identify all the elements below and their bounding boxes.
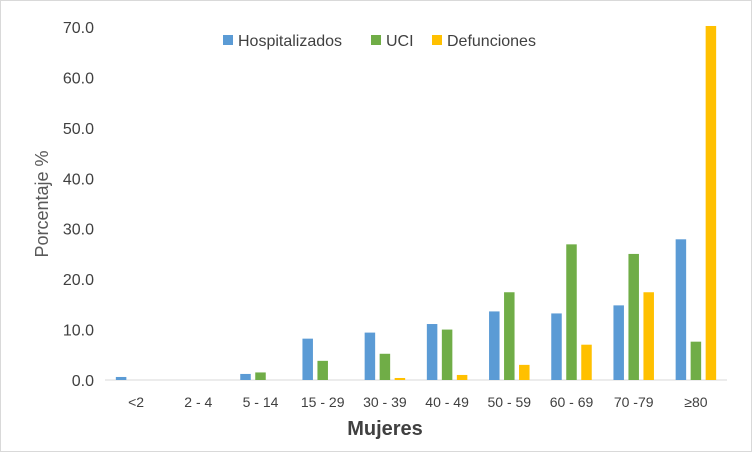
bar-defunciones-4 [394,377,406,380]
y-tick-label: 20.0 [63,272,94,289]
x-tick-label: 2 - 4 [184,394,212,410]
bar-defunciones-5 [456,374,468,380]
bar-defunciones-7 [581,344,592,380]
y-tick-label: 60.0 [63,70,94,87]
bar-defunciones-6 [519,364,530,380]
bar-hospitalizados-9 [675,239,687,380]
x-tick-label: 30 - 39 [363,394,407,410]
y-tick-label: 70.0 [63,20,94,37]
y-tick-label: 50.0 [63,121,94,138]
y-tick-label: 40.0 [63,171,94,188]
x-tick-label: <2 [128,394,144,410]
bar-uci-2 [255,372,266,380]
y-axis-title: Porcentaje % [32,150,52,257]
bars [115,25,717,381]
bar-uci-4 [379,353,391,380]
y-axis-ticks: 0.0 10.0 20.0 30.0 40.0 50.0 60.0 70.0 [63,20,94,390]
bar-uci-6 [504,292,515,380]
bar-hospitalizados-4 [364,332,376,380]
x-tick-label: ≥80 [684,394,707,410]
bar-uci-9 [690,341,702,380]
bar-hospitalizados-0 [115,376,127,380]
bar-hospitalizados-8 [613,305,624,380]
legend-label-uci: UCI [386,33,414,50]
bar-uci-7 [566,244,577,380]
bar-defunciones-8 [643,292,654,380]
bar-hospitalizados-6 [489,311,500,380]
legend-label-hospitalizados: Hospitalizados [238,33,342,50]
x-tick-label: 60 - 69 [550,394,594,410]
y-tick-label: 10.0 [63,323,94,340]
y-tick-label: 30.0 [63,222,94,239]
x-axis-ticks: <2 2 - 4 5 - 14 15 - 29 30 - 39 40 - 49 50 - 5… [128,394,708,410]
bar-uci-8 [628,253,639,380]
x-tick-label: 5 - 14 [243,394,279,410]
y-tick-label: 0.0 [72,373,94,390]
legend-swatch-uci [371,35,381,45]
legend-swatch-defunciones [432,35,442,45]
legend-label-defunciones: Defunciones [447,33,536,50]
legend: Hospitalizados UCI Defunciones [223,33,536,50]
x-tick-label: 40 - 49 [425,394,469,410]
legend-swatch-hospitalizados [223,35,233,45]
x-tick-label: 50 - 59 [488,394,532,410]
x-tick-label: 70 -79 [614,394,654,410]
bar-hospitalizados-5 [426,324,438,380]
bar-hospitalizados-7 [551,313,562,380]
x-tick-label: 15 - 29 [301,394,345,410]
bar-uci-5 [441,329,453,380]
bar-defunciones-9 [705,25,717,381]
bar-hospitalizados-3 [302,338,313,380]
bar-hospitalizados-2 [240,373,251,380]
bar-uci-3 [317,360,328,380]
x-axis-title: Mujeres [347,418,423,440]
